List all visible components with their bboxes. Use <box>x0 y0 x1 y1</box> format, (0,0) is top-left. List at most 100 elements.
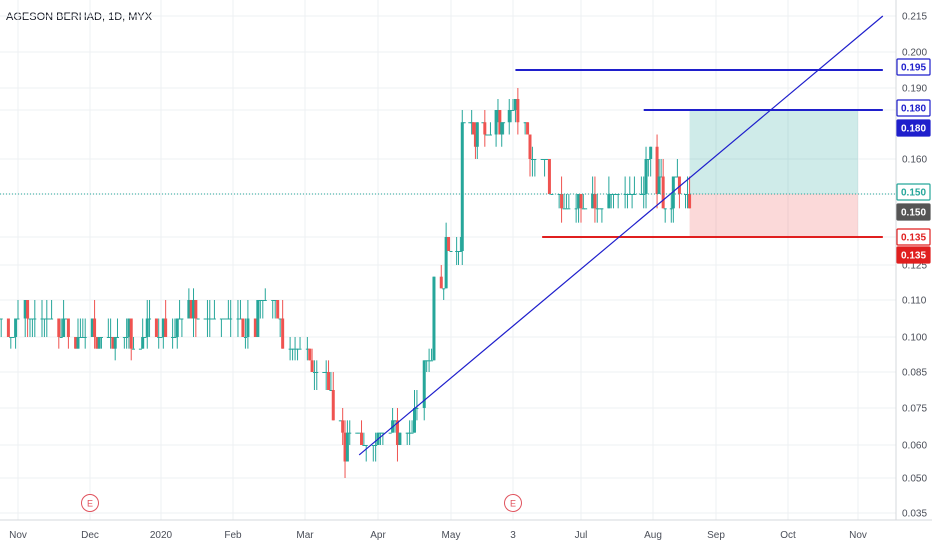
candle-body <box>393 420 397 422</box>
candle-body <box>16 318 20 320</box>
candle-body <box>564 208 568 210</box>
candle-body <box>281 318 285 349</box>
candle-body <box>511 110 515 111</box>
price-tags: 0.195 0.180 0.180 0.150 0.150 0.135 0.135 <box>896 58 931 264</box>
candle-body <box>310 360 314 372</box>
candle-body <box>550 194 554 195</box>
candle-body <box>180 318 184 320</box>
candle-body <box>159 337 163 338</box>
price-tag: 0.135 <box>896 228 931 246</box>
candle-body <box>455 251 459 252</box>
candle-body <box>547 159 551 194</box>
candle-body <box>595 208 599 210</box>
candle-body <box>413 408 416 433</box>
candle-body <box>308 348 312 361</box>
candle-body <box>194 300 198 319</box>
candle-body <box>513 99 517 110</box>
candle-body <box>581 208 585 210</box>
candle-body <box>591 194 595 209</box>
candle-body <box>127 318 131 337</box>
price-tag: 0.150 <box>896 203 931 221</box>
candle-body <box>293 348 297 350</box>
candle-body <box>164 318 168 337</box>
drawings[interactable] <box>358 15 884 456</box>
candle-body <box>93 318 97 337</box>
y-tick-label: 0.100 <box>902 333 927 344</box>
candle-body <box>111 337 115 349</box>
candle-body <box>483 122 487 135</box>
candle-body <box>129 318 133 349</box>
candle-body <box>341 420 345 433</box>
candle-body <box>468 122 472 124</box>
candle-body <box>208 318 212 320</box>
price-axis[interactable]: 0.035 0.050 0.060 0.075 0.085 0.100 0.110 0.125… <box>902 12 927 520</box>
candle-body <box>196 318 200 320</box>
candle-body <box>322 372 326 373</box>
candle-body <box>530 159 534 160</box>
time-axis[interactable]: Nov Dec 2020 Feb Mar Apr May 3 Jul Aug Sep Oct Nov <box>9 530 867 541</box>
candle-body <box>507 110 511 123</box>
earnings-marker[interactable]: E <box>81 494 99 512</box>
x-tick-label: Aug <box>644 530 662 541</box>
candle-body <box>6 318 10 337</box>
earnings-circle[interactable] <box>504 494 522 512</box>
candle-body <box>579 194 583 209</box>
candle-body <box>278 318 282 320</box>
candle-body <box>408 432 412 434</box>
candle-body <box>271 300 275 301</box>
candle-body <box>115 337 119 338</box>
candle-body <box>360 432 364 445</box>
candle-body <box>40 318 44 320</box>
candle-body <box>632 194 636 195</box>
candle-body <box>26 300 30 319</box>
candle-body <box>324 372 328 373</box>
y-tick-label: 0.110 <box>902 296 927 307</box>
candle-body <box>449 251 453 252</box>
candle-body <box>355 432 359 434</box>
candle-body <box>256 300 260 337</box>
y-tick-label: 0.190 <box>902 84 927 95</box>
earnings-label: E <box>87 499 93 509</box>
candle-body <box>236 318 240 320</box>
x-tick-label: Apr <box>370 530 386 541</box>
candle-body <box>23 300 27 319</box>
trendline[interactable] <box>358 15 884 456</box>
candle-body <box>528 134 532 159</box>
candle-body <box>574 208 578 210</box>
candle-body <box>557 194 561 195</box>
price-tag-box <box>896 99 931 117</box>
price-tag-label: 0.180 <box>901 124 926 135</box>
candle-body <box>148 318 152 320</box>
candle-body <box>14 318 18 337</box>
candle-body <box>62 318 66 337</box>
candle-body <box>246 318 250 337</box>
candle-body <box>224 318 228 320</box>
candle-body <box>229 318 233 320</box>
candle-body <box>415 408 419 409</box>
earnings-marker[interactable]: E <box>504 494 522 512</box>
candle-body <box>444 237 448 289</box>
candle-body <box>659 176 663 178</box>
price-tag-label: 0.195 <box>901 63 926 74</box>
price-tag-box <box>896 246 931 264</box>
candle-body <box>498 110 502 135</box>
candle-body <box>473 134 477 147</box>
candle-body <box>273 300 277 301</box>
candle-body <box>99 337 103 338</box>
y-tick-label: 0.125 <box>902 261 927 272</box>
candle-body <box>470 122 474 124</box>
candle-body <box>684 194 688 195</box>
candle-body <box>203 318 207 320</box>
candle-body <box>345 432 349 462</box>
candle-body <box>663 208 667 210</box>
candle-body <box>276 300 280 319</box>
candle-body <box>222 318 226 320</box>
candle-body <box>439 276 443 289</box>
earnings-circle[interactable] <box>81 494 99 512</box>
candle-body <box>305 348 309 350</box>
candle-body <box>291 348 295 350</box>
candle-body <box>338 420 342 422</box>
candle-body <box>226 318 230 320</box>
